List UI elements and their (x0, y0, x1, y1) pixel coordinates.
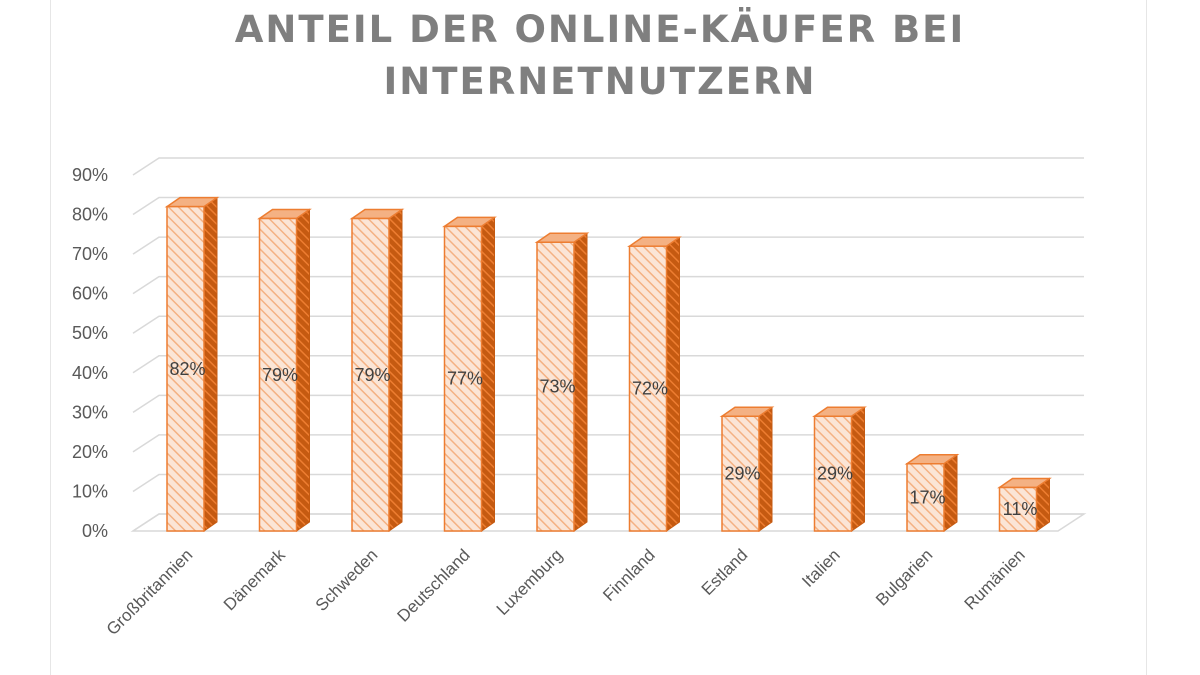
gridline (132, 315, 1084, 334)
y-tick-label: 20% (72, 442, 108, 462)
bar-side (573, 232, 588, 532)
x-tick-label: Schweden (312, 545, 382, 615)
bar-side (758, 406, 773, 532)
y-tick-label: 40% (72, 363, 108, 383)
gridline (132, 473, 1084, 493)
y-axis-ticks: 0% 10% 20% 30% 40% 50% 60% 70% 80% 90% (72, 165, 108, 541)
data-label: 72% (632, 379, 668, 399)
bar (443, 225, 483, 532)
data-label: 11% (1003, 499, 1038, 519)
bar (998, 486, 1038, 532)
x-tick-label: Rumänien (961, 545, 1029, 613)
y-tick-label: 60% (72, 284, 108, 304)
bars: 82% 79% 79% 77% 73% 72% 29% 29% 17% 11% (164, 196, 1052, 532)
frame-right-border (1146, 0, 1147, 675)
x-tick-label: Luxemburg (493, 545, 567, 619)
bar (813, 415, 853, 532)
y-tick-label: 50% (72, 323, 108, 343)
y-tick-label: 0% (82, 521, 108, 541)
bar (166, 205, 205, 532)
bar (351, 217, 390, 532)
y-tick-label: 80% (72, 205, 108, 225)
gridline (132, 196, 1084, 216)
bar-side (943, 453, 958, 532)
x-tick-label: Estland (698, 545, 752, 599)
bar (721, 415, 760, 532)
frame-left-border (50, 0, 51, 675)
bar-side (666, 236, 680, 532)
x-axis-labels: Großbritannien Dänemark Schweden Deutschlan… (103, 545, 1029, 639)
y-tick-label: 70% (72, 244, 108, 264)
bar (258, 217, 298, 532)
chart-title: ANTEIL DER ONLINE-KÄUFER BEI INTERNETNUT… (234, 8, 966, 103)
x-tick-label: Großbritannien (103, 545, 197, 639)
x-tick-label: Deutschland (394, 545, 474, 625)
data-label: 73% (539, 377, 575, 397)
gridline (132, 236, 1084, 255)
gridline (132, 434, 1084, 453)
y-tick-label: 30% (72, 402, 108, 422)
data-label: 79% (262, 365, 298, 385)
bar-side (296, 208, 310, 532)
bar (628, 245, 668, 532)
bar (906, 463, 945, 532)
gridline (132, 157, 1084, 176)
bar-side (481, 216, 495, 532)
gridline (132, 275, 1084, 295)
x-tick-label: Finnland (599, 545, 659, 605)
bar-side (851, 406, 865, 532)
data-label: 82% (169, 359, 205, 379)
data-label: 77% (447, 369, 483, 389)
x-tick-label: Dänemark (220, 545, 289, 614)
data-label: 29% (817, 464, 853, 484)
y-tick-label: 10% (72, 481, 108, 501)
bar-side (203, 196, 218, 532)
bar-side (388, 208, 403, 532)
data-label: 29% (724, 464, 760, 484)
gridline (132, 394, 1084, 413)
data-label: 17% (909, 487, 945, 507)
data-label: 79% (354, 365, 390, 385)
x-tick-label: Bulgarien (872, 545, 936, 609)
gridline (132, 355, 1084, 374)
bar (536, 241, 575, 532)
x-tick-label: Italien (798, 545, 844, 591)
y-tick-label: 90% (72, 165, 108, 185)
